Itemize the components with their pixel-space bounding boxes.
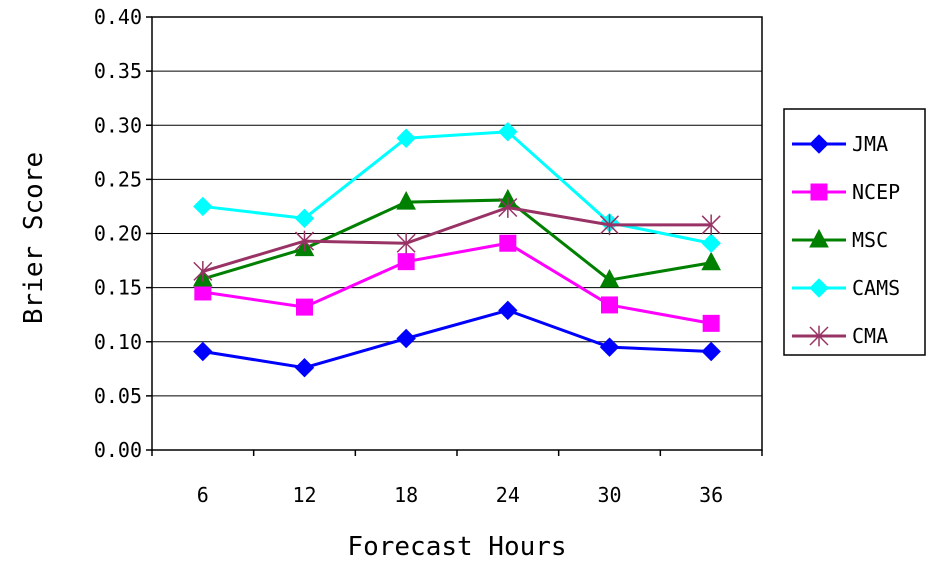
legend-marker-jma xyxy=(809,134,829,154)
legend-marker-cams xyxy=(809,278,829,298)
legend-label-cams: CAMS xyxy=(852,276,900,300)
data-point-msc xyxy=(599,268,620,288)
legend-label-cma: CMA xyxy=(852,324,888,348)
legend-item-msc: MSC xyxy=(792,228,888,252)
series-jma xyxy=(193,300,721,378)
data-point-cma xyxy=(294,230,315,252)
legend-label-msc: MSC xyxy=(852,228,888,252)
data-point-jma xyxy=(701,341,721,362)
data-point-ncep xyxy=(499,234,517,252)
legend-item-cma: CMA xyxy=(792,324,888,348)
legend-item-cams: CAMS xyxy=(792,276,900,300)
series-line-msc xyxy=(202,198,712,282)
legend: JMA NCEP MSC CAMS CMA xyxy=(783,108,926,356)
data-point-ncep xyxy=(397,253,415,271)
x-tick-label: 18 xyxy=(394,483,418,507)
data-point-cma xyxy=(498,197,518,218)
legend-label-jma: JMA xyxy=(852,132,888,156)
series-cams xyxy=(193,122,721,253)
data-point-jma xyxy=(294,358,315,378)
x-tick-label: 24 xyxy=(496,483,520,507)
series-line-jma xyxy=(202,308,712,370)
data-point-cams xyxy=(396,128,416,148)
data-point-ncep xyxy=(702,314,720,332)
series-line-cma xyxy=(202,205,712,273)
series-ncep xyxy=(194,234,720,332)
series-group xyxy=(193,122,721,378)
legend-box xyxy=(783,108,926,356)
legend-marker-ncep xyxy=(810,183,828,201)
x-axis-title: Forecast Hours xyxy=(347,532,566,561)
series-line-ncep xyxy=(202,241,712,325)
data-point-cams xyxy=(294,208,315,229)
series-msc xyxy=(193,188,721,288)
data-point-cma xyxy=(599,214,620,236)
data-point-cma xyxy=(701,214,721,236)
y-tick-label: 0.40 xyxy=(94,5,142,29)
legend-marker-msc xyxy=(809,228,829,248)
y-tick-label: 0.05 xyxy=(94,384,142,408)
data-point-cma xyxy=(193,261,213,282)
grid-lines xyxy=(152,70,762,397)
data-point-cma xyxy=(396,232,416,254)
y-tick-label: 0.10 xyxy=(94,330,142,354)
y-tick-label: 0.15 xyxy=(94,276,142,300)
y-tick-label: 0.30 xyxy=(94,113,142,137)
legend-marker-cma xyxy=(809,325,829,347)
x-tick-label: 30 xyxy=(597,483,621,507)
y-axis-title: Brier Score xyxy=(19,152,49,324)
data-point-jma xyxy=(599,337,620,357)
y-tick-label: 0.20 xyxy=(94,222,142,246)
data-point-ncep xyxy=(601,296,618,314)
data-point-cams xyxy=(498,122,518,142)
x-tick-label: 6 xyxy=(197,483,209,507)
data-point-msc xyxy=(396,191,416,210)
legend-item-jma: JMA xyxy=(792,132,888,156)
y-tick-label: 0.25 xyxy=(94,167,142,191)
data-point-msc xyxy=(701,251,721,271)
y-axis-ticks: 0.00 0.05 0.10 0.15 0.20 0.25 0.30 0.35 0.40 xyxy=(94,5,152,462)
legend-item-ncep: NCEP xyxy=(792,180,900,204)
y-tick-label: 0.00 xyxy=(94,438,142,462)
x-axis-ticks: 6 12 18 24 30 36 xyxy=(151,450,763,507)
legend-label-ncep: NCEP xyxy=(852,180,900,204)
data-point-jma xyxy=(193,341,213,362)
y-tick-label: 0.35 xyxy=(94,59,142,83)
data-point-ncep xyxy=(296,298,313,316)
x-tick-label: 12 xyxy=(292,483,316,507)
x-tick-label: 36 xyxy=(699,483,723,507)
data-point-jma xyxy=(396,328,416,349)
data-point-jma xyxy=(498,300,518,321)
data-point-cams xyxy=(193,196,213,217)
data-point-cams xyxy=(701,233,721,253)
series-cma xyxy=(193,197,721,282)
